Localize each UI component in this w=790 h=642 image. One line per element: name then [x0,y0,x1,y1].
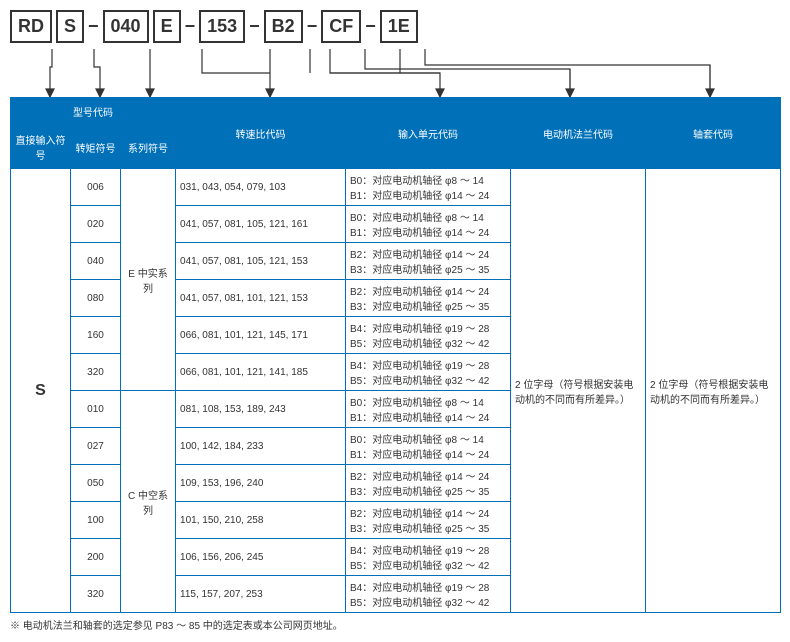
cell-torque: 200 [71,539,121,576]
dash-icon: − [307,16,318,37]
code-040: 040 [103,10,149,43]
cell-torque: 320 [71,576,121,613]
th-direct: 直接输入符号 [11,126,71,169]
cell-ratio: 106, 156, 206, 245 [176,539,346,576]
th-sleeve: 轴套代码 [646,98,781,169]
cell-ratio: 041, 057, 081, 101, 121, 153 [176,280,346,317]
cell-torque: 050 [71,465,121,502]
cell-unit: B4：对应电动机轴径 φ19 ～ 28 B5：对应电动机轴径 φ32 ～ 42 [346,354,511,391]
dash-icon: − [365,16,376,37]
cell-unit: B4：对应电动机轴径 φ19 ～ 28 B5：对应电动机轴径 φ32 ～ 42 [346,317,511,354]
cell-torque: 010 [71,391,121,428]
code-b2: B2 [264,10,303,43]
cell-series-c: C 中空系列 [121,391,176,613]
cell-unit: B4：对应电动机轴径 φ19 ～ 28 B5：对应电动机轴径 φ32 ～ 42 [346,539,511,576]
cell-sleeve-note: 2 位字母（符号根据安装电动机的不同而有所差异。） [646,169,781,613]
cell-ratio: 109, 153, 196, 240 [176,465,346,502]
code-s: S [56,10,84,43]
code-cf: CF [321,10,361,43]
cell-torque: 027 [71,428,121,465]
connector-lines [10,49,780,97]
table-body: S006E 中实系列031, 043, 054, 079, 103B0：对应电动… [11,169,781,613]
cell-unit: B2：对应电动机轴径 φ14 ～ 24 B3：对应电动机轴径 φ25 ～ 35 [346,280,511,317]
spec-table: 型号代码 转速比代码 输入单元代码 电动机法兰代码 轴套代码 直接输入符号 转矩… [10,97,781,613]
footnote: ※ 电动机法兰和轴套的选定参见 P83 ～ 85 中的选定表或本公司网页地址。 [10,617,780,632]
dash-icon: − [88,16,99,37]
cell-unit: B4：对应电动机轴径 φ19 ～ 28 B5：对应电动机轴径 φ32 ～ 42 [346,576,511,613]
code-e: E [153,10,181,43]
cell-direct-input: S [11,169,71,613]
th-group: 型号代码 [11,98,176,126]
th-torque: 转矩符号 [71,126,121,169]
cell-torque: 320 [71,354,121,391]
cell-ratio: 031, 043, 054, 079, 103 [176,169,346,206]
dash-icon: − [249,16,260,37]
cell-ratio: 041, 057, 081, 105, 121, 161 [176,206,346,243]
cell-torque: 020 [71,206,121,243]
cell-torque: 080 [71,280,121,317]
cell-flange-note: 2 位字母（符号根据安装电动机的不同而有所差异。） [511,169,646,613]
table-row: S006E 中实系列031, 043, 054, 079, 103B0：对应电动… [11,169,781,206]
cell-torque: 040 [71,243,121,280]
cell-unit: B0：对应电动机轴径 φ8 ～ 14 B1：对应电动机轴径 φ14 ～ 24 [346,428,511,465]
code-rd: RD [10,10,52,43]
cell-unit: B0：对应电动机轴径 φ8 ～ 14 B1：对应电动机轴径 φ14 ～ 24 [346,206,511,243]
model-code-row: RD S − 040 E − 153 − B2 − CF − 1E [10,10,780,43]
cell-unit: B2：对应电动机轴径 φ14 ～ 24 B3：对应电动机轴径 φ25 ～ 35 [346,243,511,280]
cell-unit: B2：对应电动机轴径 φ14 ～ 24 B3：对应电动机轴径 φ25 ～ 35 [346,465,511,502]
cell-torque: 006 [71,169,121,206]
cell-ratio: 066, 081, 101, 121, 145, 171 [176,317,346,354]
cell-ratio: 100, 142, 184, 233 [176,428,346,465]
cell-unit: B0：对应电动机轴径 φ8 ～ 14 B1：对应电动机轴径 φ14 ～ 24 [346,391,511,428]
cell-torque: 160 [71,317,121,354]
th-ratio: 转速比代码 [176,98,346,169]
cell-series-e: E 中实系列 [121,169,176,391]
dash-icon: − [185,16,196,37]
code-1e: 1E [380,10,418,43]
cell-ratio: 041, 057, 081, 105, 121, 153 [176,243,346,280]
th-series: 系列符号 [121,126,176,169]
code-153: 153 [199,10,245,43]
th-unit: 输入单元代码 [346,98,511,169]
cell-ratio: 066, 081, 101, 121, 141, 185 [176,354,346,391]
cell-ratio: 081, 108, 153, 189, 243 [176,391,346,428]
cell-unit: B0：对应电动机轴径 φ8 ～ 14 B1：对应电动机轴径 φ14 ～ 24 [346,169,511,206]
cell-ratio: 115, 157, 207, 253 [176,576,346,613]
th-flange: 电动机法兰代码 [511,98,646,169]
